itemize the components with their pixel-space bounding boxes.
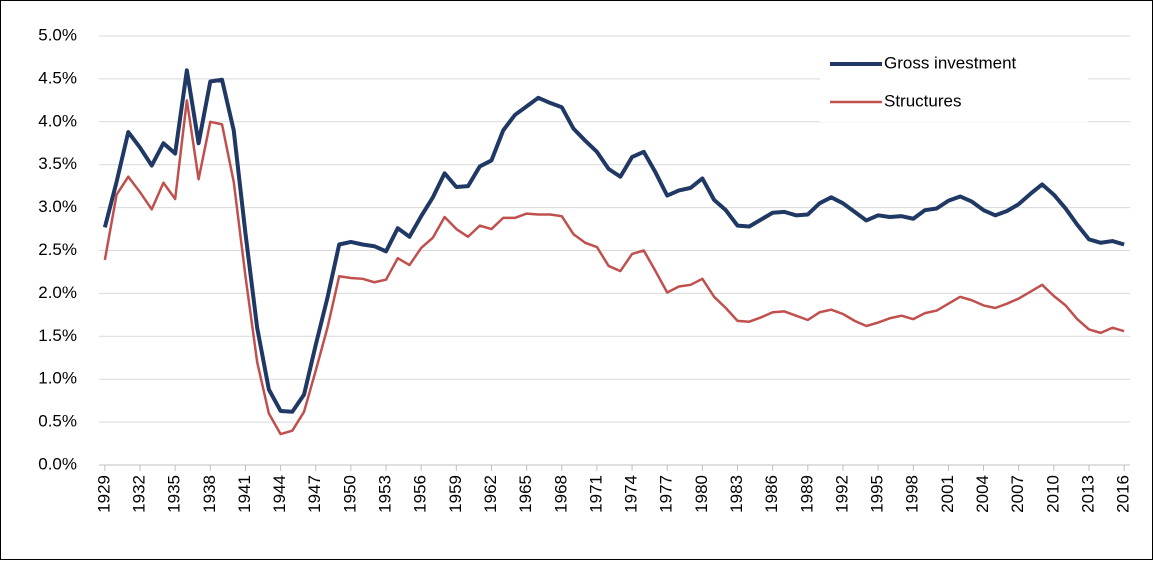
y-tick-label: 2.5%	[38, 240, 77, 259]
x-tick-label: 1977	[657, 475, 676, 513]
x-tick-label: 1995	[868, 475, 887, 513]
x-tick-label: 1953	[376, 475, 395, 513]
x-tick-label: 1944	[270, 475, 289, 513]
x-tick-label: 2013	[1078, 475, 1097, 513]
x-tick-label: 1965	[516, 475, 535, 513]
x-tick-label: 1968	[551, 475, 570, 513]
x-tick-label: 1959	[446, 475, 465, 513]
legend-label: Structures	[884, 91, 961, 110]
y-tick-label: 1.5%	[38, 326, 77, 345]
x-tick-label: 1947	[305, 475, 324, 513]
x-tick-label: 2007	[1008, 475, 1027, 513]
x-tick-label: 1971	[586, 475, 605, 513]
x-tick-label: 1929	[94, 475, 113, 513]
legend-box	[820, 42, 1088, 122]
y-tick-label: 4.0%	[38, 111, 77, 130]
y-tick-label: 3.5%	[38, 154, 77, 173]
x-tick-label: 1956	[411, 475, 430, 513]
x-tick-label: 2001	[938, 475, 957, 513]
x-tick-label: 1962	[481, 475, 500, 513]
y-tick-label: 4.5%	[38, 68, 77, 87]
y-tick-label: 2.0%	[38, 283, 77, 302]
x-tick-label: 2010	[1043, 475, 1062, 513]
y-tick-label: 0.0%	[38, 454, 77, 473]
x-tick-label: 2016	[1114, 475, 1133, 513]
x-tick-label: 1983	[727, 475, 746, 513]
series-line	[102, 68, 1125, 414]
x-tick-label: 1932	[129, 475, 148, 513]
x-tick-label: 1974	[622, 475, 641, 513]
legend-label: Gross investment	[884, 53, 1017, 72]
x-tick-label: 1986	[762, 475, 781, 513]
x-tick-label: 1998	[903, 475, 922, 513]
x-tick-label: 1950	[340, 475, 359, 513]
x-tick-label: 1941	[235, 475, 254, 513]
y-tick-label: 3.0%	[38, 197, 77, 216]
x-tick-label: 2004	[973, 475, 992, 513]
x-tick-label: 1935	[165, 475, 184, 513]
y-tick-label: 1.0%	[38, 369, 77, 388]
x-tick-label: 1989	[797, 475, 816, 513]
x-tick-label: 1980	[692, 475, 711, 513]
series-line	[103, 99, 1125, 436]
x-tick-label: 1938	[200, 475, 219, 513]
y-tick-label: 5.0%	[38, 25, 77, 44]
x-tick-label: 1992	[832, 475, 851, 513]
y-tick-label: 0.5%	[38, 412, 77, 431]
